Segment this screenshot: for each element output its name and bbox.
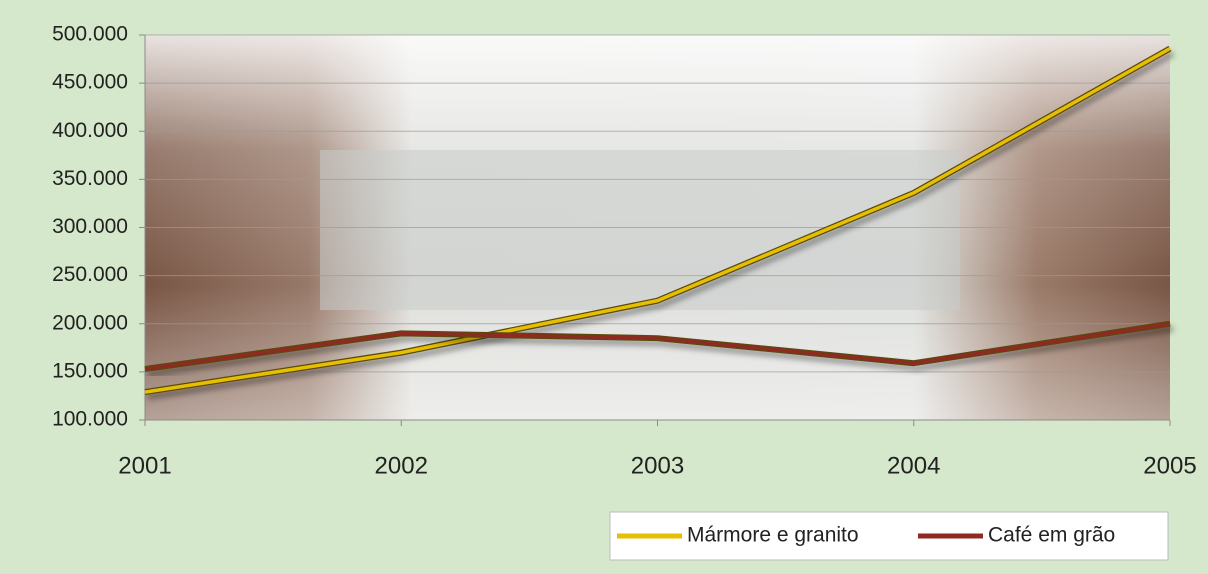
- series-line: [144, 46, 1171, 394]
- legend-label: Café em grão: [988, 524, 1115, 547]
- y-tick-label: 200.000: [52, 311, 128, 334]
- legend-label: Mármore e granito: [687, 524, 859, 547]
- y-tick-label: 100.000: [52, 408, 128, 431]
- y-tick-label: 150.000: [52, 359, 128, 382]
- y-tick-label: 500.000: [52, 23, 128, 46]
- x-tick-label: 2001: [118, 452, 171, 479]
- y-tick-label: 450.000: [52, 71, 128, 94]
- y-tick-label: 350.000: [52, 167, 128, 190]
- x-tick-label: 2002: [375, 452, 428, 479]
- legend: [609, 511, 1169, 561]
- y-tick-label: 400.000: [52, 119, 128, 142]
- y-tick-label: 250.000: [52, 263, 128, 286]
- y-tick-label: 300.000: [52, 215, 128, 238]
- photo-blocks: [320, 150, 960, 310]
- x-tick-label: 2004: [887, 452, 940, 479]
- x-tick-label: 2005: [1143, 452, 1196, 479]
- series-line: [144, 322, 1171, 371]
- x-tick-label: 2003: [631, 452, 684, 479]
